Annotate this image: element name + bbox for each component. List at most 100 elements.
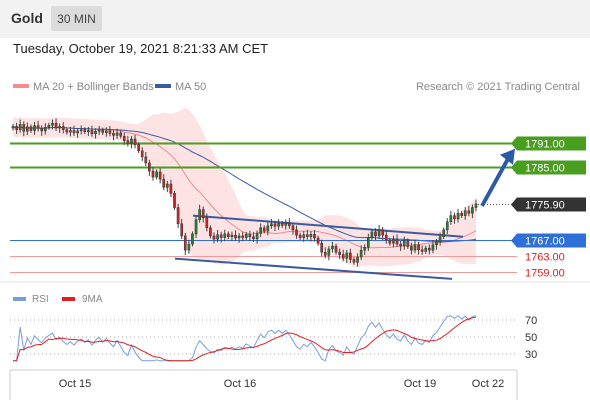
candle-body — [313, 234, 316, 239]
candle-body — [58, 126, 61, 129]
candle-body — [40, 128, 44, 132]
candle-body — [320, 242, 323, 253]
candle-body — [471, 207, 474, 214]
candle-body — [15, 126, 18, 130]
rsi-line — [13, 315, 477, 362]
timeframe-button[interactable]: 30 MIN — [51, 6, 102, 31]
rsi-y-tick: 50 — [525, 332, 537, 344]
channel-upper-line — [192, 214, 464, 238]
candle-body — [65, 129, 69, 133]
candle-body — [463, 210, 467, 216]
candle-body — [277, 223, 280, 227]
candle-body — [474, 203, 478, 208]
candle-body — [295, 229, 298, 236]
candle-body — [266, 225, 270, 232]
candle-body — [223, 233, 227, 238]
candle-body — [201, 209, 205, 218]
candle-body — [219, 234, 223, 238]
bollinger-legend-swatch — [13, 84, 29, 88]
chart-header: Gold 30 MIN — [0, 0, 590, 38]
candle-body — [119, 132, 123, 137]
rsi-ma-legend-swatch — [62, 297, 75, 301]
credit-text: Research © 2021 Trading Central — [416, 81, 580, 93]
candle-body — [456, 212, 460, 220]
level-label-box — [511, 197, 586, 212]
candle-body — [388, 239, 392, 244]
candle-body — [76, 130, 79, 134]
bollinger-bands — [12, 107, 477, 268]
candle-body — [381, 229, 385, 236]
candle-body — [187, 243, 191, 251]
candle-body — [126, 140, 130, 144]
instrument-name: Gold — [11, 10, 43, 26]
candle-body — [26, 126, 29, 132]
candle-body — [341, 254, 345, 259]
candle-body — [69, 130, 72, 133]
candle-body — [413, 244, 417, 251]
candle-body — [445, 221, 449, 231]
candle-body — [54, 122, 58, 129]
candle-body — [43, 127, 47, 132]
candle-body — [144, 156, 148, 164]
candle-body — [133, 138, 137, 145]
candle-body — [205, 217, 209, 229]
level-label: 1763.00 — [525, 252, 565, 264]
candle-body — [363, 247, 367, 251]
level-label: 1791.00 — [525, 139, 565, 151]
candle-body — [366, 237, 370, 248]
chart-datetime: Tuesday, October 19, 2021 8:21:33 AM CET — [13, 41, 269, 56]
channel-lower-line — [174, 257, 453, 280]
projection-arrow-head — [500, 148, 515, 165]
candle-body — [33, 125, 36, 131]
candle-body — [449, 215, 453, 223]
candle-body — [72, 130, 76, 134]
candle-body — [273, 223, 277, 227]
candle-body — [305, 234, 309, 238]
candle-body — [173, 193, 176, 208]
candle-body — [97, 129, 101, 132]
x-tick-oct16: Oct 16 — [224, 378, 256, 390]
candle-body — [11, 126, 15, 129]
candle-body — [349, 252, 352, 260]
candle-body — [130, 138, 133, 144]
candle-body — [51, 122, 54, 126]
candle-body — [435, 241, 438, 246]
candle-body — [191, 233, 194, 245]
candle-body — [406, 240, 410, 247]
candle-body — [453, 215, 456, 220]
candle-body — [83, 129, 87, 132]
candle-body — [248, 234, 252, 238]
candle-body — [162, 178, 166, 188]
candle-body — [370, 231, 374, 239]
candle-body — [331, 245, 334, 250]
level-label-box — [511, 233, 586, 248]
candle-body — [438, 236, 442, 243]
candle-body — [259, 227, 262, 234]
trend-channel — [174, 214, 464, 280]
candle-body — [244, 234, 248, 238]
candle-body — [176, 207, 180, 225]
candle-body — [255, 233, 259, 240]
candle-body — [410, 246, 413, 251]
candle-body — [108, 130, 112, 134]
candle-body — [399, 243, 402, 247]
candle-body — [345, 252, 349, 259]
candle-body — [216, 234, 219, 240]
candle-body — [338, 251, 341, 255]
candle-body — [284, 222, 288, 226]
level-label: 1775.90 — [525, 200, 565, 212]
ma50-line — [12, 125, 477, 243]
candle-body — [352, 259, 356, 263]
rsi-ma-legend-label: 9MA — [82, 294, 103, 305]
candle-body — [151, 170, 155, 178]
candle-body — [428, 247, 431, 251]
candle-body — [309, 234, 313, 238]
level-label: 1767.00 — [525, 236, 565, 248]
candle-body — [424, 247, 428, 252]
candle-body — [374, 231, 377, 237]
rsi-legend-label: RSI — [32, 294, 49, 305]
ma50-legend-swatch — [155, 84, 171, 88]
candle-body — [87, 130, 90, 132]
candle-body — [122, 135, 126, 141]
candle-body — [395, 238, 399, 245]
